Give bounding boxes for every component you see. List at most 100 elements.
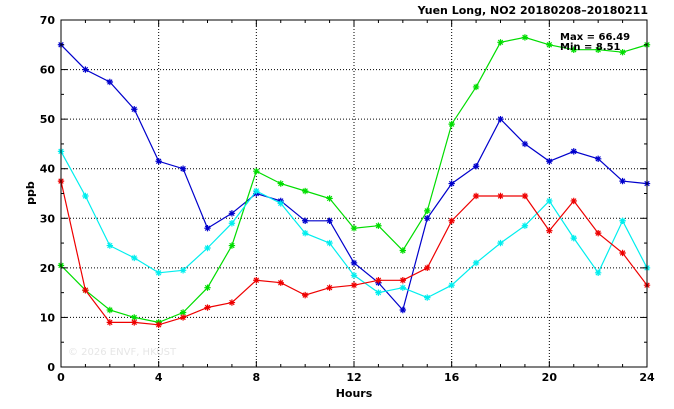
data-point — [375, 222, 382, 229]
data-point — [326, 195, 333, 202]
series-layer — [57, 34, 651, 329]
data-point — [570, 46, 577, 53]
data-point — [399, 277, 407, 284]
data-point — [570, 234, 577, 242]
data-point — [131, 319, 138, 326]
data-point — [546, 41, 553, 48]
data-point — [131, 314, 138, 321]
data-point — [472, 163, 480, 170]
min-annotation: Min = 8.51 — [560, 42, 621, 53]
x-tick-label: 12 — [346, 371, 361, 384]
data-point — [301, 291, 309, 299]
data-point — [277, 180, 284, 187]
data-point — [179, 267, 187, 274]
data-point — [594, 155, 602, 162]
data-point — [497, 115, 504, 123]
data-point — [472, 83, 480, 91]
data-point — [448, 120, 455, 128]
max-annotation: Max = 66.49 — [560, 32, 630, 43]
data-point — [424, 215, 431, 222]
data-point — [448, 217, 455, 224]
data-point — [448, 180, 455, 187]
data-point — [204, 244, 211, 252]
x-axis-label: Hours — [336, 387, 373, 400]
data-point — [301, 229, 309, 237]
data-point — [521, 140, 529, 148]
data-point — [472, 192, 480, 200]
x-tick-label: 0 — [57, 371, 65, 384]
data-point — [619, 49, 626, 56]
data-point — [277, 279, 284, 286]
data-point — [326, 284, 333, 291]
data-point — [350, 225, 358, 232]
data-point — [570, 197, 577, 205]
y-tick-label: 70 — [40, 14, 56, 27]
data-point — [424, 294, 431, 301]
data-point — [179, 165, 187, 172]
x-tick-label: 8 — [253, 371, 261, 384]
data-point — [399, 247, 407, 254]
data-point — [594, 269, 602, 277]
y-tick-label: 0 — [47, 361, 55, 374]
data-point — [277, 200, 284, 207]
data-point — [301, 217, 309, 224]
data-point — [424, 264, 431, 272]
data-point — [228, 220, 236, 227]
data-point — [546, 197, 553, 205]
data-point — [497, 39, 504, 46]
data-point — [106, 306, 114, 314]
data-point — [399, 284, 407, 291]
data-point — [82, 192, 89, 200]
data-point — [228, 242, 236, 249]
data-point — [204, 284, 211, 291]
data-point — [521, 222, 529, 229]
data-point — [253, 277, 260, 284]
data-point — [131, 254, 138, 262]
grid-lines — [61, 20, 647, 367]
data-point — [253, 167, 260, 175]
data-point — [350, 282, 358, 289]
data-point — [253, 187, 260, 195]
data-point — [204, 225, 211, 232]
data-point — [350, 272, 358, 279]
data-point — [546, 227, 553, 234]
data-point — [570, 148, 577, 155]
data-point — [521, 34, 529, 41]
data-point — [521, 192, 529, 200]
data-point — [228, 210, 236, 217]
data-point — [228, 299, 236, 306]
data-point — [326, 217, 333, 224]
data-point — [594, 46, 602, 53]
data-point — [106, 78, 114, 86]
y-tick-label: 10 — [40, 311, 56, 324]
data-point — [155, 158, 162, 165]
y-tick-label: 60 — [40, 64, 56, 77]
data-point — [155, 321, 162, 329]
axis-ticks: 0 4 8 12 16 20 24 0 10 20 30 40 50 60 70 — [40, 14, 655, 384]
data-point — [179, 309, 187, 316]
data-point — [424, 207, 431, 215]
data-point — [448, 282, 455, 289]
y-axis-label: ppb — [24, 181, 37, 205]
data-point — [131, 106, 138, 113]
data-point — [399, 306, 407, 314]
x-tick-label: 20 — [542, 371, 558, 384]
data-point — [301, 187, 309, 195]
x-tick-label: 16 — [444, 371, 460, 384]
data-point — [594, 229, 602, 237]
data-point — [82, 66, 89, 73]
x-tick-label: 24 — [639, 371, 655, 384]
data-point — [375, 289, 382, 296]
data-point — [546, 158, 553, 165]
data-point — [326, 239, 333, 247]
data-point — [472, 259, 480, 267]
data-point — [204, 304, 211, 311]
y-tick-label: 20 — [40, 262, 56, 275]
data-point — [619, 249, 626, 257]
data-point — [155, 269, 162, 277]
data-point — [179, 314, 187, 321]
y-tick-label: 40 — [40, 163, 56, 176]
data-point — [106, 319, 114, 326]
